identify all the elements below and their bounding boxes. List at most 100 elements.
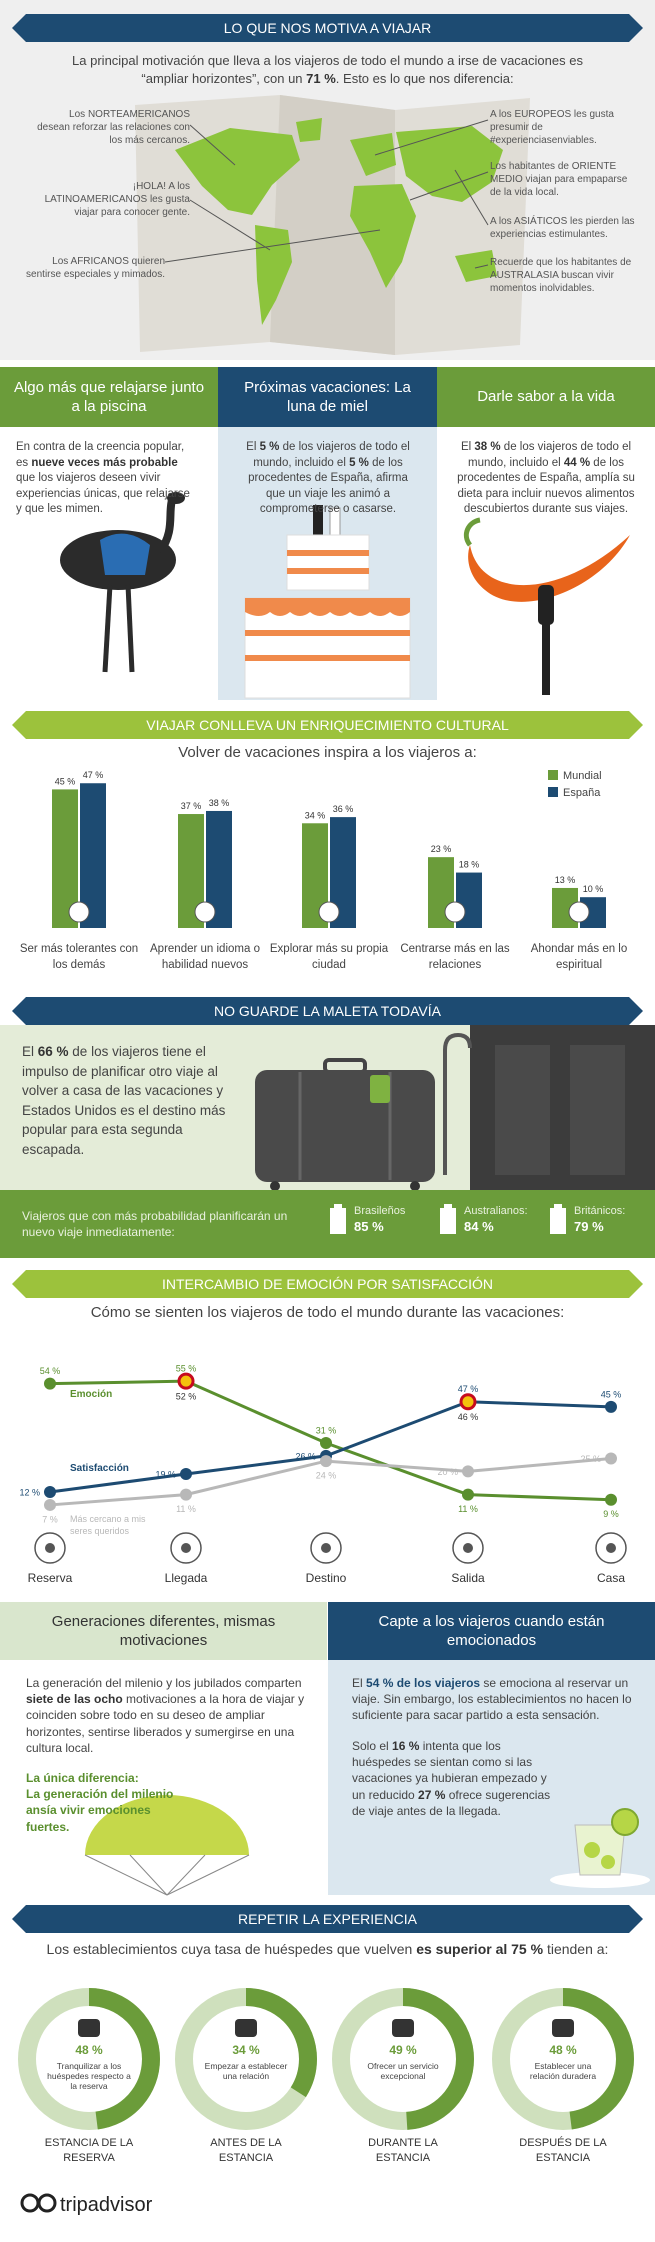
point bbox=[320, 1437, 332, 1450]
generations-highlight: La única diferencia: La generación del mi… bbox=[26, 1770, 176, 1835]
note-lines bbox=[164, 119, 489, 269]
stage-icon-dot bbox=[181, 1543, 191, 1553]
donut-value: 48 % bbox=[75, 2043, 103, 2057]
text: intenta que los huéspedes se sientan com… bbox=[352, 1739, 547, 1802]
map-note: Los habitantes de ORIENTE MEDIO viajan p… bbox=[490, 161, 628, 198]
rect bbox=[245, 630, 410, 636]
value-label: 20 % bbox=[437, 1467, 458, 1477]
tag-icon bbox=[330, 1204, 346, 1234]
tag-icon bbox=[440, 1204, 456, 1234]
value-label: 45 % bbox=[601, 1389, 622, 1399]
intro-text: . Esto es lo que nos diferencia: bbox=[335, 70, 514, 86]
highlight: 27 % bbox=[418, 1787, 446, 1802]
point bbox=[605, 1493, 617, 1506]
door-panel bbox=[570, 1045, 625, 1175]
value-label: 13 % bbox=[555, 875, 576, 885]
value-label: 7 % bbox=[42, 1514, 58, 1524]
donut-value: 49 % bbox=[389, 2043, 417, 2057]
rect bbox=[287, 550, 369, 556]
item-label: Australianos: bbox=[464, 1205, 528, 1217]
text: Solo el bbox=[352, 1739, 393, 1753]
donut-arc bbox=[18, 1988, 160, 2130]
path bbox=[455, 250, 497, 282]
tag-icon bbox=[550, 1204, 566, 1234]
map-note: Recuerde que los habitantes de AUSTRALAS… bbox=[490, 257, 632, 294]
point bbox=[462, 1488, 474, 1501]
footer-bg bbox=[0, 2175, 655, 2242]
line bbox=[374, 119, 489, 156]
item-label: Brasileños bbox=[354, 1205, 406, 1217]
x-tick-label: Reserva bbox=[28, 1571, 73, 1585]
tripadvisor-owl bbox=[20, 2193, 57, 2213]
text: motivaciones a la hora de viajar y coinc… bbox=[26, 1692, 305, 1755]
circle bbox=[601, 1855, 615, 1869]
text: de los procedentes de España, afirma que… bbox=[248, 456, 408, 516]
luggage-text: El 66 % de los viajeros tiene el impulso… bbox=[22, 1042, 227, 1159]
column-title: Algo más que relajarse junto a la piscin… bbox=[13, 378, 205, 416]
highlight: La generación del milenio ansía vivir em… bbox=[26, 1787, 174, 1834]
banner: LO QUE NOS MOTIVA A VIAJAR bbox=[12, 14, 643, 42]
path bbox=[255, 225, 292, 325]
rect bbox=[287, 568, 369, 574]
text: En contra de la creencia popular, es bbox=[16, 441, 185, 469]
text: El bbox=[246, 441, 260, 453]
x-tick-label: Ser más tolerantes con los demás bbox=[19, 943, 139, 971]
donut-stage: ESTANCIA DE LA RESERVA bbox=[44, 2137, 134, 2164]
text: de los viajeros de todo el mundo, inclui… bbox=[253, 441, 410, 469]
stage-icon-dot bbox=[321, 1543, 331, 1553]
circle bbox=[410, 1181, 420, 1191]
spain-label: 46 % bbox=[458, 1412, 479, 1422]
rect bbox=[542, 620, 550, 695]
point bbox=[605, 1452, 617, 1465]
point bbox=[180, 1467, 192, 1480]
donut-description: Tranquilizar a los huéspedes respecto a … bbox=[47, 2061, 131, 2092]
donut-icon bbox=[235, 2019, 257, 2037]
x-tick-label: Centrarse más en las relaciones bbox=[400, 943, 510, 971]
map-note: Los NORTEAMERICANOS desean reforzar las … bbox=[37, 109, 190, 146]
value-label: 23 % bbox=[431, 844, 452, 854]
path bbox=[463, 517, 481, 547]
text: de los viajeros de todo el mundo, inclui… bbox=[467, 441, 632, 469]
donut-arc bbox=[332, 1988, 474, 2130]
value-label: 47 % bbox=[458, 1384, 479, 1394]
highlight: 5 % bbox=[349, 456, 369, 469]
text: que los viajeros deseen vivir experienci… bbox=[16, 472, 190, 516]
luggage-footer: Viajeros que con más probabilidad planif… bbox=[22, 1209, 288, 1240]
banner: REPETIR LA EXPERIENCIA bbox=[12, 1905, 643, 1933]
point bbox=[180, 1488, 192, 1501]
rect bbox=[245, 655, 410, 661]
x-tick-label: Aprender un idioma o habilidad nuevos bbox=[150, 943, 260, 971]
line bbox=[189, 124, 236, 166]
continents bbox=[175, 118, 503, 325]
line bbox=[102, 584, 113, 673]
path bbox=[245, 598, 410, 616]
bar-icon bbox=[194, 901, 216, 923]
line bbox=[125, 584, 135, 673]
donut-value: 34 % bbox=[232, 2043, 260, 2057]
spain-flag bbox=[177, 1372, 195, 1390]
map-note: ¡HOLA! A los LATINOAMERICANOS les gusta … bbox=[44, 181, 190, 218]
value-label: 18 % bbox=[459, 860, 480, 870]
line bbox=[166, 1854, 206, 1896]
series-label: Emoción bbox=[70, 1389, 113, 1400]
value-label: 36 % bbox=[333, 804, 354, 814]
donut-description: Empezar a establecer una relación bbox=[204, 2061, 288, 2082]
capture-text: Solo el 16 % intenta que los huéspedes s… bbox=[352, 1738, 557, 1819]
series-label: Más cercano a mis seres queridos bbox=[70, 1514, 146, 1537]
circle bbox=[270, 1181, 280, 1191]
path bbox=[100, 533, 150, 575]
x-tick-label: Salida bbox=[451, 1571, 485, 1585]
value-label: 11 % bbox=[176, 1504, 196, 1514]
circle bbox=[584, 1842, 600, 1858]
item-label: Británicos: bbox=[574, 1205, 626, 1217]
luggage-strip bbox=[0, 1190, 655, 1258]
value-label: 26 % bbox=[295, 1451, 316, 1461]
donut-icon bbox=[78, 2019, 100, 2037]
suitcase-illustration bbox=[255, 1032, 472, 1191]
stage-icon-dot bbox=[45, 1543, 55, 1553]
line bbox=[454, 169, 489, 226]
chili-illustration bbox=[463, 517, 630, 695]
